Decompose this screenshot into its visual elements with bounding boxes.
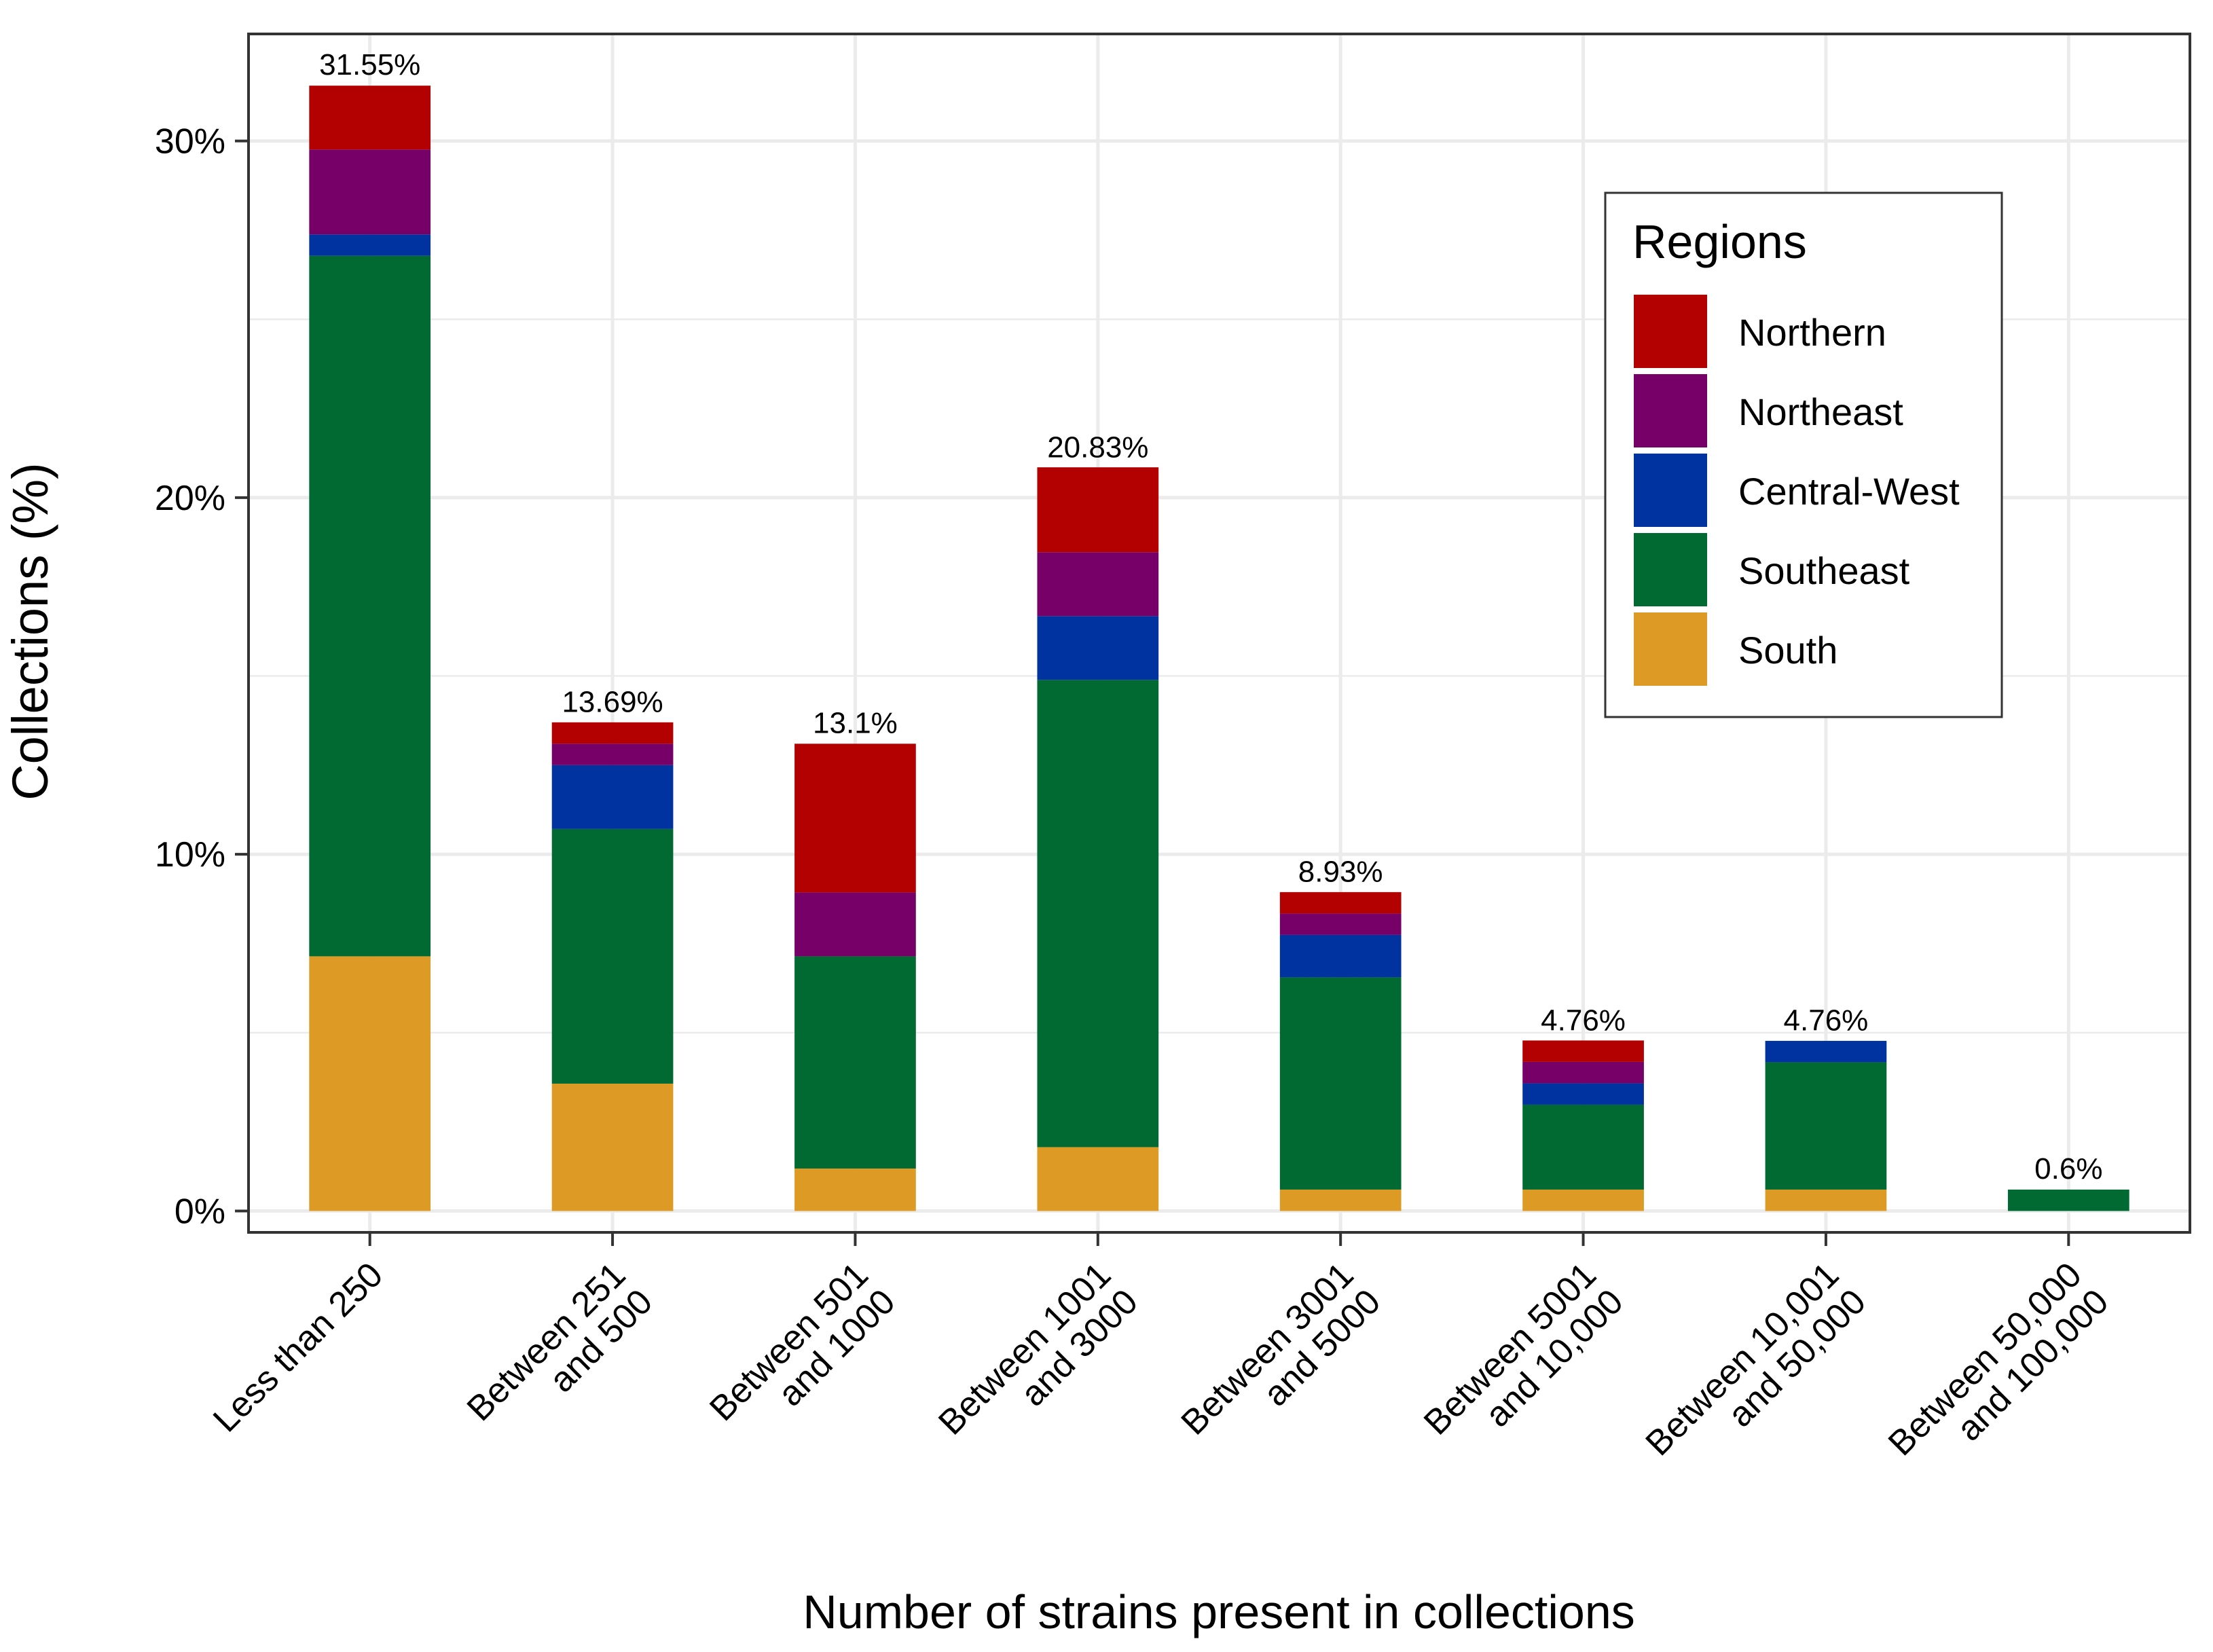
bar-segment-southeast [1522, 1104, 1644, 1190]
bar-segment-central-west [1279, 934, 1402, 978]
bar-segment-northern [309, 86, 431, 150]
total-label: 20.83% [1047, 430, 1148, 464]
total-label: 0.6% [2034, 1152, 2102, 1186]
y-tick-label: 30% [155, 122, 225, 162]
bar-segment-central-west [1522, 1083, 1644, 1105]
bar-segment-central-west [309, 234, 431, 256]
bar-segment-southeast [1037, 680, 1159, 1148]
bar-segment-south [551, 1083, 674, 1211]
legend-key-south [1634, 612, 1707, 686]
bar-segment-southeast [1765, 1062, 1887, 1190]
legend-title: Regions [1632, 215, 1807, 268]
total-label: 4.76% [1541, 1004, 1626, 1037]
bar-segment-northeast [1279, 913, 1402, 935]
bar-segment-northeast [794, 892, 916, 957]
legend-label-northeast: Northeast [1738, 390, 1903, 433]
bar-segment-northern [1037, 467, 1159, 553]
bar-segment-south [1522, 1189, 1644, 1211]
y-axis-title: Collections (%) [2, 462, 58, 801]
y-tick-label: 10% [155, 835, 225, 875]
bar-segment-northeast [309, 149, 431, 235]
legend: Regions Northern Northeast Central-West Sout… [1604, 191, 2003, 718]
bar-segment-central-west [1037, 616, 1159, 680]
bar-segment-south [1765, 1189, 1887, 1211]
bar-segment-southeast [551, 828, 674, 1084]
y-axis: 0% 10% 20% 30% [155, 122, 249, 1231]
bar-segment-south [1279, 1189, 1402, 1211]
total-label: 13.69% [562, 685, 663, 718]
bar-segment-south [1037, 1147, 1159, 1211]
legend-key-northeast [1634, 374, 1707, 447]
bar-segment-central-west [551, 765, 674, 829]
bar-segment-southeast [2007, 1189, 2129, 1211]
bar-segment-northeast [1522, 1061, 1644, 1084]
total-label: 13.1% [813, 706, 898, 739]
bar-segment-southeast [1279, 977, 1402, 1190]
legend-key-southeast [1634, 533, 1707, 606]
bar-segment-northern [551, 722, 674, 744]
bars [309, 86, 2129, 1211]
bar-segment-south [309, 956, 431, 1211]
total-label: 31.55% [319, 48, 420, 81]
total-labels: 31.55% 13.69% 13.1% 20.83% 8.93% 4.76% 4.76% 0.… [319, 48, 2102, 1186]
bar-segment-northeast [1037, 552, 1159, 617]
bar-segment-northern [1279, 892, 1402, 914]
bar-segment-northeast [551, 744, 674, 765]
y-tick-label: 20% [155, 479, 225, 518]
bar-segment-southeast [794, 956, 916, 1169]
legend-key-central-west [1634, 454, 1707, 527]
bar-segment-northern [794, 744, 916, 893]
plot-panel-border [247, 33, 2191, 1234]
total-label: 8.93% [1298, 855, 1383, 888]
legend-label-northern: Northern [1738, 311, 1886, 354]
bar-segment-southeast [309, 255, 431, 957]
x-axis-title: Number of strains present in collections [803, 1585, 1635, 1638]
bar-segment-central-west [1765, 1040, 1887, 1063]
y-tick-label: 0% [175, 1192, 225, 1231]
legend-key-northern [1634, 295, 1707, 368]
legend-label-central-west: Central-West [1738, 470, 1960, 513]
legend-label-southeast: Southeast [1738, 549, 1910, 592]
total-label: 4.76% [1784, 1004, 1869, 1037]
bar-segment-northern [1522, 1040, 1644, 1062]
legend-label-south: South [1738, 629, 1837, 672]
bar-segment-south [794, 1168, 916, 1211]
